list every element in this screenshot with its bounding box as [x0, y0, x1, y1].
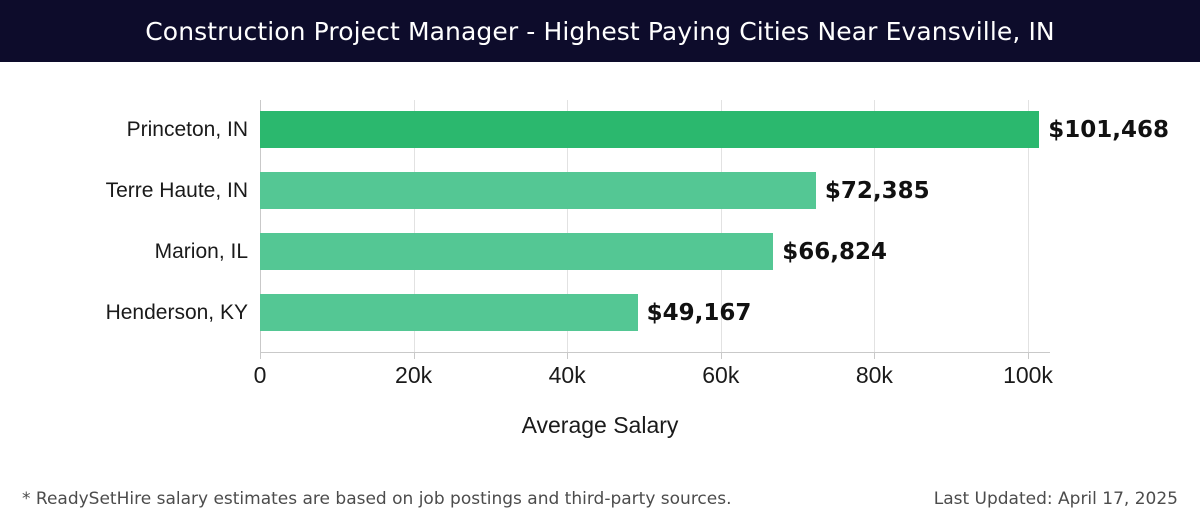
- chart-header-bar: Construction Project Manager - Highest P…: [0, 0, 1200, 62]
- x-tick-label: 0: [253, 362, 267, 388]
- gridline-20k: [413, 100, 415, 352]
- x-axis-line: [260, 352, 1050, 353]
- x-tick-label: 60k: [702, 362, 740, 388]
- category-label: Princeton, IN: [126, 118, 248, 141]
- gridline-80k: [874, 100, 876, 352]
- footer-last-updated: Last Updated: April 17, 2025: [933, 489, 1178, 509]
- x-tick-mark: [874, 352, 876, 359]
- x-tick-label: 80k: [855, 362, 893, 388]
- x-tick-label: 20k: [395, 362, 433, 388]
- footer-disclaimer: * ReadySetHire salary estimates are base…: [22, 489, 732, 509]
- bar[interactable]: [260, 233, 774, 270]
- gridline-60k: [720, 100, 722, 352]
- gridline-40k: [567, 100, 569, 352]
- x-tick-mark: [567, 352, 569, 359]
- x-tick-mark: [260, 352, 261, 359]
- x-tick-mark: [720, 352, 722, 359]
- bar[interactable]: [260, 111, 1040, 148]
- x-axis-title: Average Salary: [521, 412, 679, 438]
- y-axis-line: [260, 100, 261, 352]
- category-label: Henderson, KY: [105, 301, 248, 324]
- bar[interactable]: [260, 294, 638, 331]
- gridline-100k: [1028, 100, 1029, 352]
- page-title: Construction Project Manager - Highest P…: [145, 16, 1055, 46]
- bar-value-label: $101,468: [1048, 116, 1170, 143]
- bar-row[interactable]: $49,167: [260, 294, 1028, 331]
- bar-value-label: $72,385: [824, 177, 930, 204]
- category-label: Terre Haute, IN: [105, 179, 248, 202]
- bar-row[interactable]: $72,385: [260, 172, 1028, 209]
- x-tick-mark: [1028, 352, 1029, 359]
- category-label: Marion, IL: [154, 240, 248, 263]
- x-tick-mark: [413, 352, 415, 359]
- x-tick-label: 100k: [1003, 362, 1053, 388]
- bar-value-label: $49,167: [646, 299, 752, 326]
- bar-row[interactable]: $101,468: [260, 111, 1169, 148]
- bar[interactable]: [260, 172, 816, 209]
- bar-value-label: $66,824: [782, 238, 887, 265]
- bar-row[interactable]: $66,824: [260, 233, 1028, 270]
- footer: * ReadySetHire salary estimates are base…: [0, 478, 1200, 520]
- x-tick-label: 40k: [548, 362, 586, 388]
- plot-area: $101,468 $72,385 $66,824 $49,167: [260, 100, 1169, 352]
